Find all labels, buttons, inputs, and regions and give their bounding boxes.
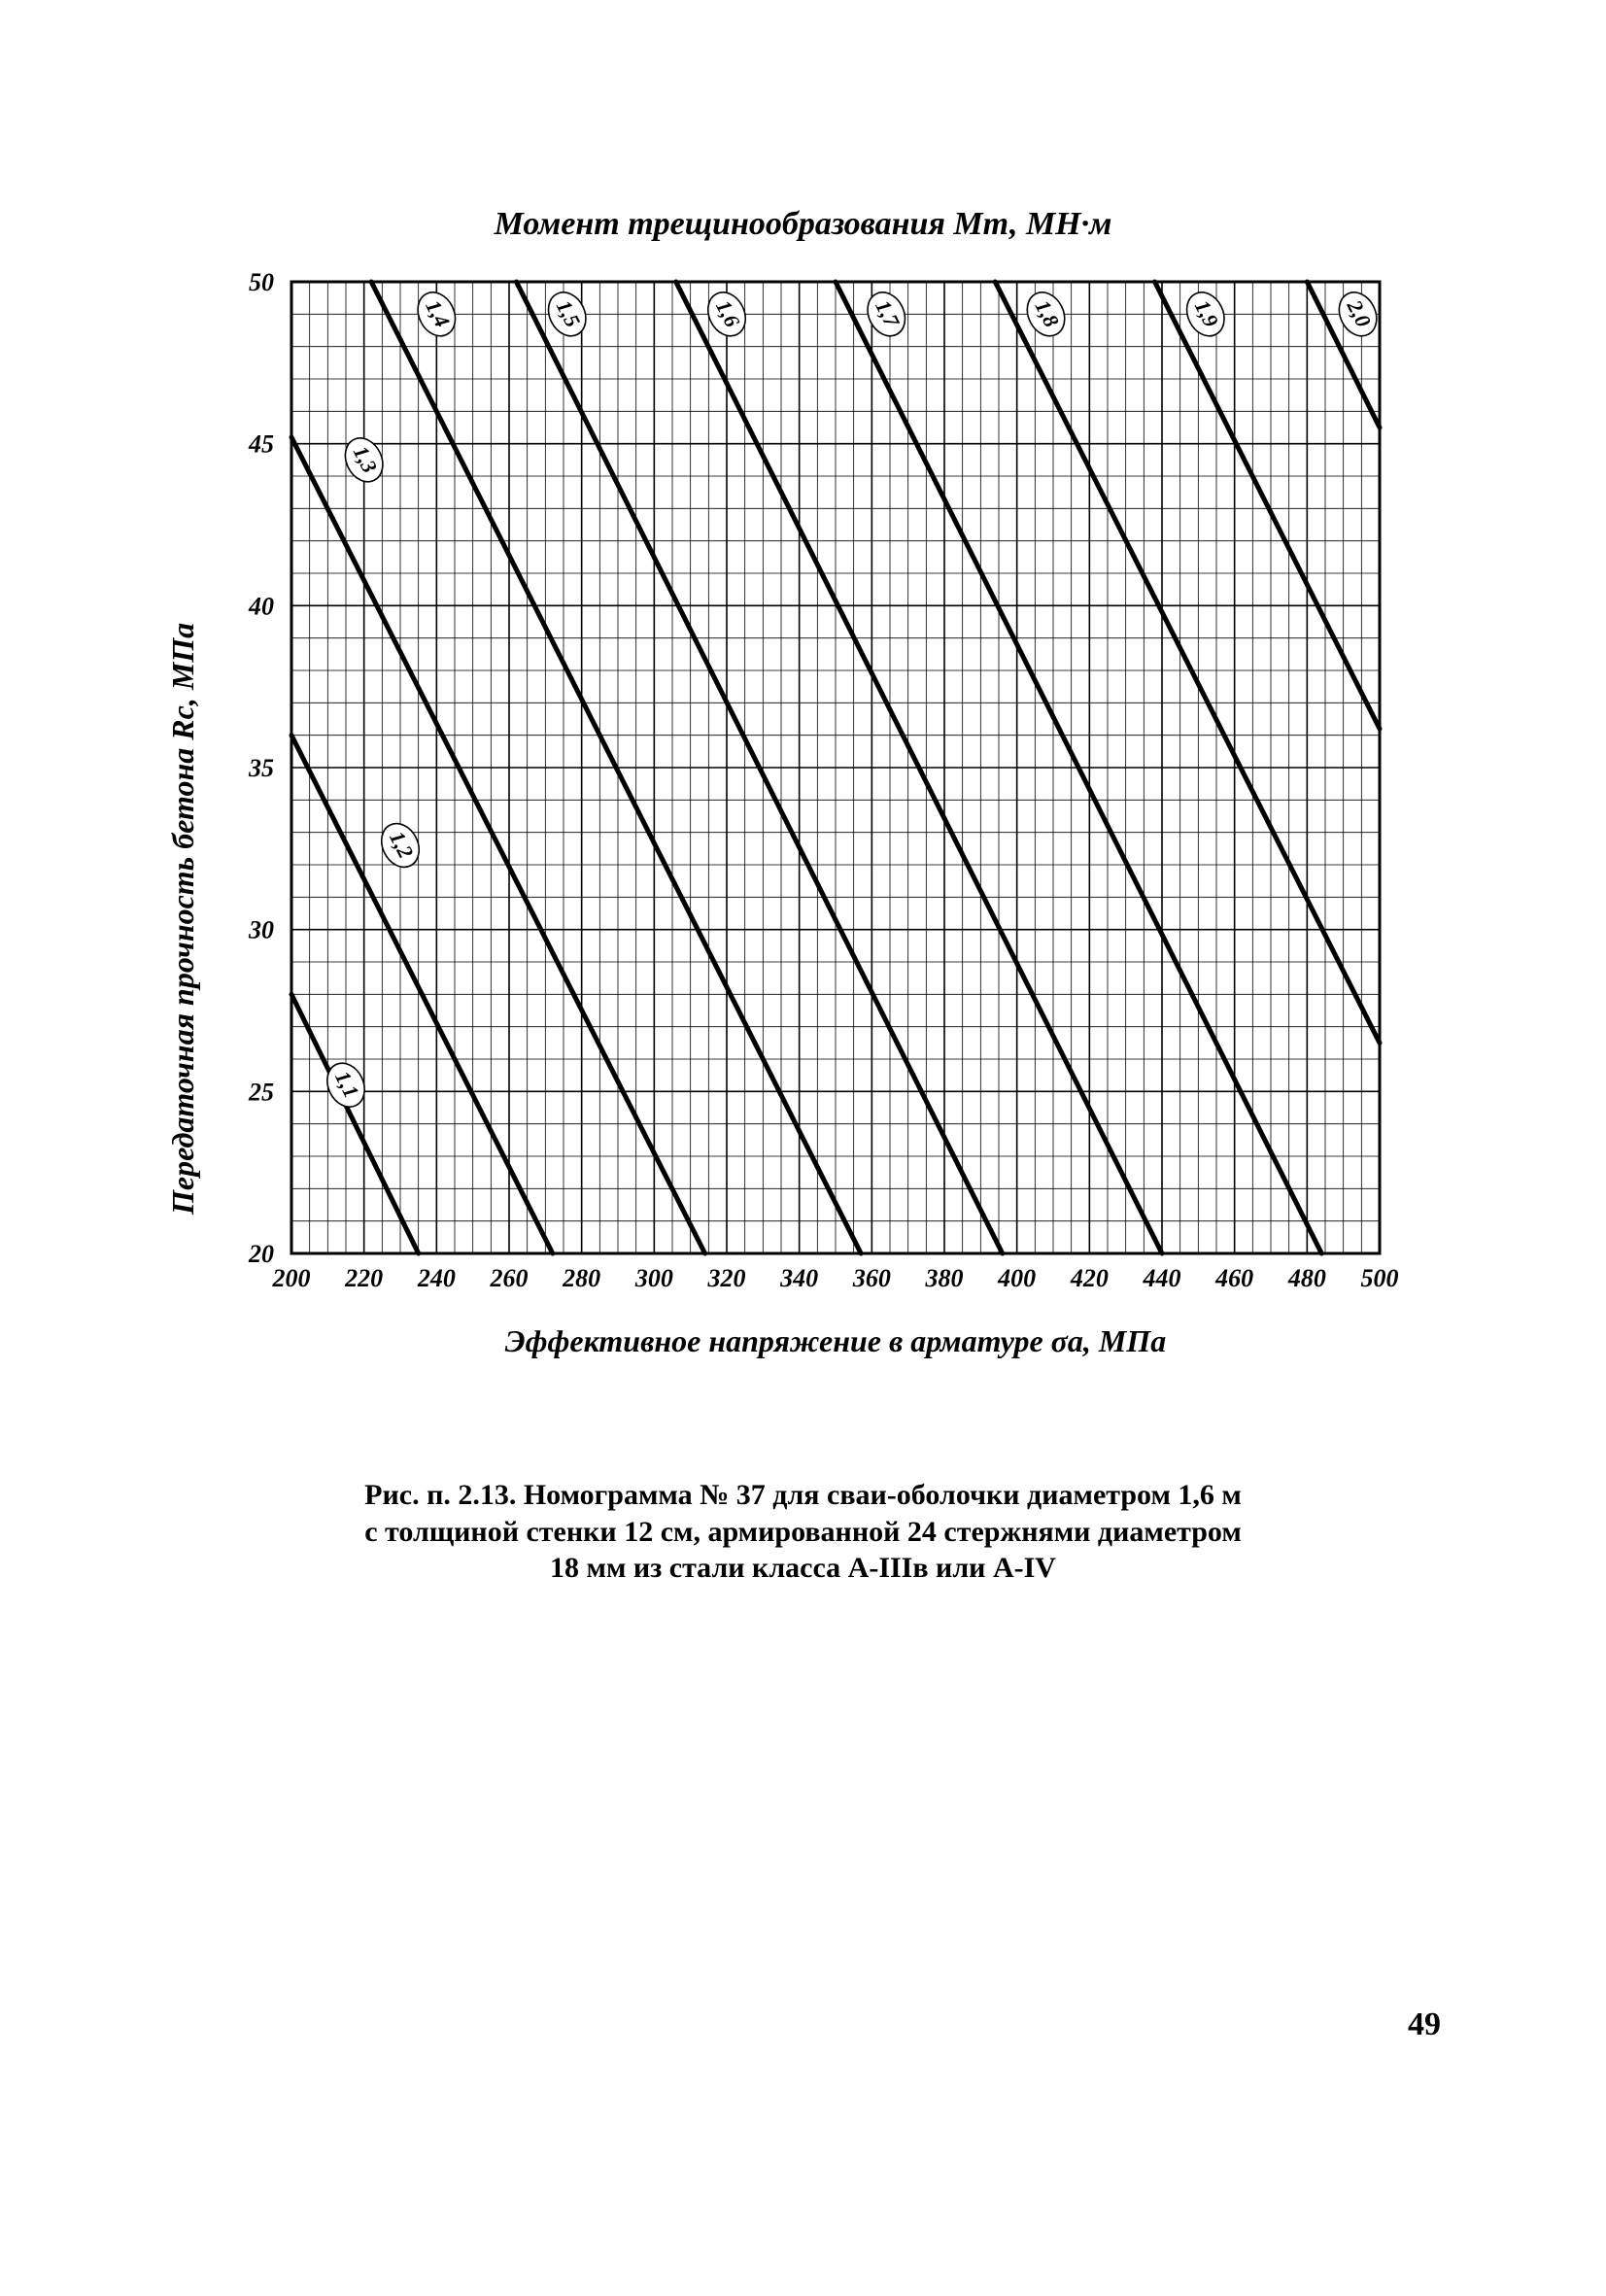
nomogram-svg: 200 220 240 260 280 300 320 340 360 380 400 420 440 4… [0, 0, 1606, 1457]
svg-text:280: 280 [562, 1264, 600, 1292]
svg-text:260: 260 [490, 1264, 529, 1292]
svg-text:240: 240 [417, 1264, 456, 1292]
page-number: 49 [1408, 2006, 1441, 2043]
svg-text:460: 460 [1214, 1264, 1253, 1292]
chart-area: 200 220 240 260 280 300 320 340 360 380 400 420 440 4… [0, 0, 1606, 1462]
svg-text:40: 40 [248, 592, 274, 620]
svg-text:45: 45 [248, 430, 274, 459]
svg-text:380: 380 [925, 1264, 964, 1292]
svg-text:320: 320 [707, 1264, 746, 1292]
svg-text:340: 340 [779, 1264, 818, 1292]
caption-line-1: Рис. п. 2.13. Номограмма № 37 для сваи-о… [364, 1479, 1242, 1511]
svg-text:200: 200 [272, 1264, 311, 1292]
svg-text:35: 35 [248, 754, 274, 782]
svg-text:20: 20 [248, 1240, 274, 1268]
svg-text:50: 50 [249, 268, 274, 296]
page-root: Момент трещинообразования Mт, МН·м Перед… [0, 0, 1606, 2296]
svg-text:500: 500 [1361, 1264, 1399, 1292]
caption-line-3: 18 мм из стали класса A-IIIв или A-IV [550, 1552, 1056, 1584]
figure-caption: Рис. п. 2.13. Номограмма № 37 для сваи-о… [194, 1477, 1412, 1587]
svg-text:30: 30 [248, 916, 274, 944]
caption-line-2: с толщиной стенки 12 см, армированной 24… [364, 1516, 1242, 1548]
svg-text:420: 420 [1070, 1264, 1109, 1292]
svg-text:360: 360 [852, 1264, 891, 1292]
svg-text:25: 25 [248, 1078, 274, 1106]
svg-text:440: 440 [1143, 1264, 1181, 1292]
svg-text:300: 300 [634, 1264, 673, 1292]
svg-text:400: 400 [997, 1264, 1036, 1292]
svg-text:480: 480 [1287, 1264, 1326, 1292]
svg-text:220: 220 [344, 1264, 383, 1292]
